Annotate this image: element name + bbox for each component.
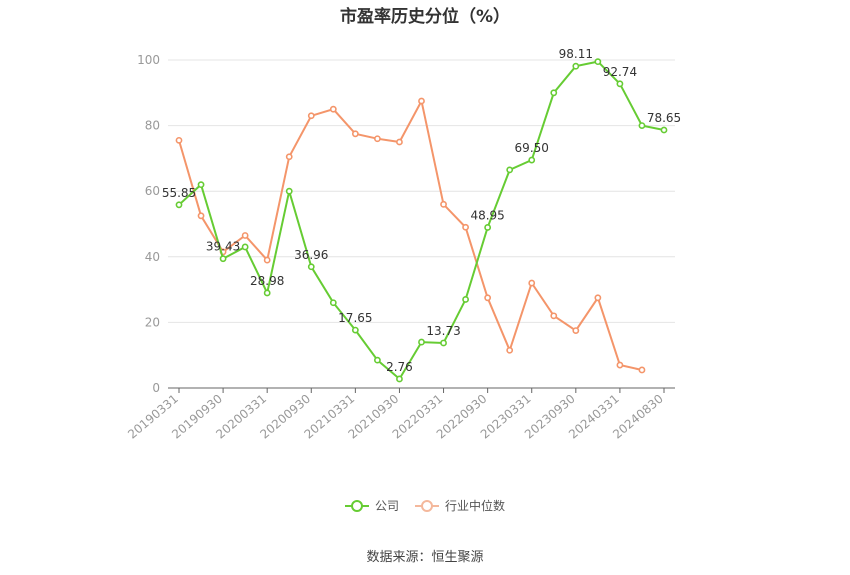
y-tick-label-100: 100 (137, 53, 160, 67)
y-tick-label-0: 0 (152, 381, 160, 395)
legend-item-industry-median[interactable]: 行业中位数 (415, 497, 505, 514)
legend-swatch-company (344, 499, 369, 513)
data-point-company-20240830 (660, 126, 668, 134)
data-point-company-20210930 (396, 375, 403, 383)
chart-legend: 公司 行业中位数 (0, 497, 850, 514)
series-line-industry-median (178, 98, 643, 371)
data-point-company-20220630 (462, 296, 469, 303)
data-point-company-20230630 (550, 89, 558, 97)
data-point-company-20200930 (307, 263, 315, 271)
data-point-industry-median-20230331 (528, 279, 536, 287)
data-point-company-20240630 (638, 122, 646, 129)
data-label-company-20190930: 39.43 (206, 240, 240, 254)
data-point-industry-median-20200930 (307, 112, 315, 120)
legend-swatch-industry-median (415, 499, 439, 513)
data-point-company-20211231 (418, 338, 425, 346)
data-point-company-20220331 (440, 339, 447, 347)
data-point-company-20230930 (572, 62, 580, 70)
data-label-company-20220331: 13.73 (426, 324, 460, 338)
y-tick-label-40: 40 (145, 250, 160, 264)
data-label-company-20230331: 69.50 (515, 141, 549, 155)
series-line-company (178, 60, 665, 381)
data-label-company-20200331: 28.98 (250, 274, 284, 288)
data-point-company-20190331 (175, 201, 183, 209)
data-label-company-20210331: 17.65 (338, 311, 372, 325)
data-point-industry-median-20221231 (506, 346, 514, 354)
chart-title: 市盈率历史分位（%） (339, 7, 511, 27)
data-point-company-20221231 (506, 166, 514, 174)
data-point-industry-median-20211231 (418, 97, 425, 105)
y-tick-label-80: 80 (145, 119, 160, 133)
data-point-industry-median-20230930 (572, 327, 580, 334)
legend-label-company: 公司 (374, 499, 399, 513)
data-point-company-20191231 (241, 243, 249, 251)
data-label-company-20220930: 48.95 (470, 208, 504, 222)
data-label-company-20240830: 78.65 (647, 111, 681, 125)
data-point-company-20190930 (219, 255, 227, 263)
data-label-company-20190331: 55.85 (162, 186, 196, 200)
data-point-company-20231231 (594, 58, 602, 66)
data-point-industry-median-20240331 (616, 361, 624, 369)
y-tick-label-60: 60 (145, 184, 160, 198)
data-point-company-20190630 (197, 181, 205, 189)
data-point-industry-median-20190331 (175, 136, 183, 144)
y-tick-label-20: 20 (145, 315, 160, 329)
data-point-industry-median-20200630 (285, 153, 293, 161)
data-point-company-20240331 (616, 80, 624, 88)
data-label-company-20200930: 36.96 (294, 248, 328, 262)
data-point-industry-median-20200331 (263, 256, 271, 264)
data-label-company-20230930: 98.11 (559, 47, 593, 61)
data-point-industry-median-20220930 (484, 294, 492, 302)
data-point-industry-median-20230630 (550, 312, 558, 320)
data-point-industry-median-20220331 (440, 200, 447, 208)
data-point-company-20200331 (263, 289, 271, 297)
data-point-industry-median-20231231 (594, 294, 602, 302)
data-point-industry-median-20201231 (329, 105, 337, 113)
data-point-industry-median-20240630 (638, 366, 646, 374)
data-point-industry-median-20220630 (462, 223, 469, 231)
data-point-industry-median-20210331 (351, 130, 359, 138)
data-label-company-20210930: 2.76 (386, 360, 413, 374)
legend-item-company[interactable]: 公司 (344, 497, 399, 514)
legend-label-industry-median: 行业中位数 (445, 499, 506, 513)
data-point-industry-median-20190630 (197, 212, 205, 220)
data-label-company-20240331: 92.74 (603, 65, 637, 79)
data-point-industry-median-20191231 (241, 232, 249, 239)
data-point-industry-median-20210630 (374, 135, 381, 143)
data-point-company-20230331 (528, 156, 536, 164)
data-source-note: 数据来源：恒生聚源 (366, 550, 484, 565)
data-point-company-20220930 (484, 224, 492, 231)
data-point-company-20200630 (285, 187, 293, 195)
data-point-company-20201231 (329, 299, 337, 307)
data-point-company-20210331 (351, 326, 359, 334)
data-point-industry-median-20210930 (396, 138, 403, 146)
data-point-company-20210630 (374, 356, 381, 364)
